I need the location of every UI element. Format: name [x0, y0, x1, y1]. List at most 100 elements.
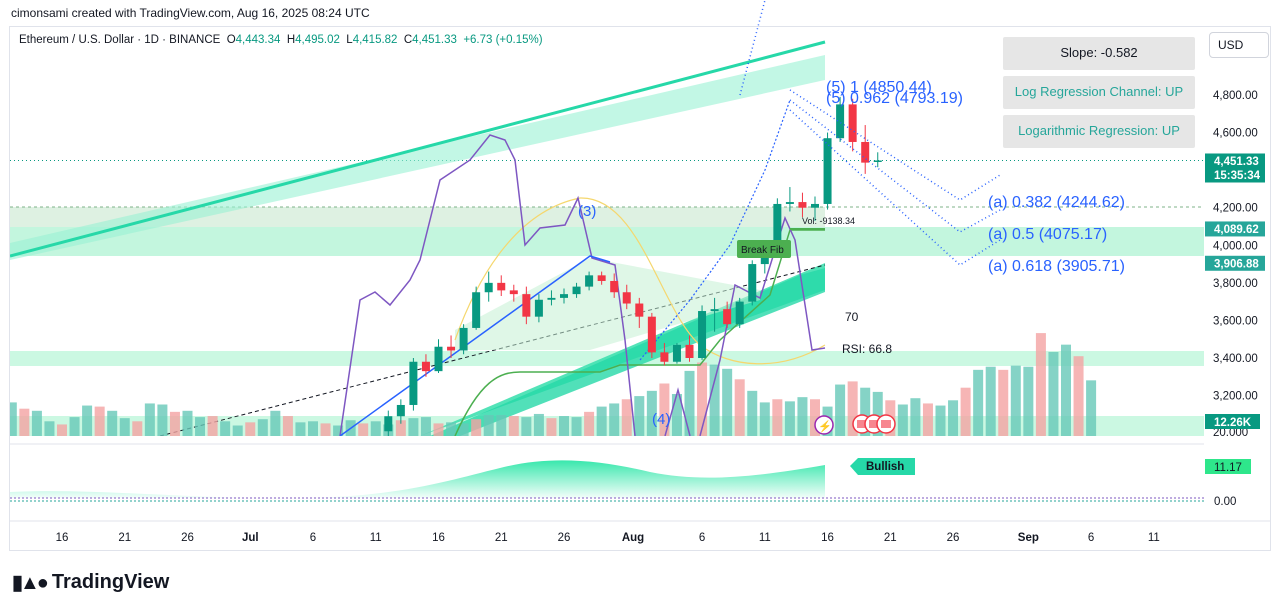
volume-bar [734, 379, 745, 436]
candle-body [396, 404, 405, 417]
candle-body [873, 160, 882, 163]
volume-bar [1010, 365, 1021, 436]
volume-bar [1048, 352, 1059, 436]
candle-body [384, 416, 393, 432]
candle-body [522, 294, 531, 317]
volume-bar [94, 406, 105, 436]
candle-body [484, 282, 493, 293]
volume-bar [169, 411, 180, 436]
x-tick-label: Jul [242, 532, 259, 544]
pattern-shade [455, 258, 760, 350]
volume-bar [935, 405, 946, 436]
wave-line-1 [339, 255, 611, 436]
x-tick-label: 11 [759, 532, 771, 544]
candle-body [472, 292, 481, 328]
volume-bar [1023, 366, 1034, 436]
close-value: 4,451.33 [412, 34, 457, 46]
volume-bar [483, 415, 494, 436]
break-fib-box [737, 240, 791, 258]
dashed-trendline [159, 264, 826, 436]
osc-badge [1205, 459, 1251, 474]
bullish-badge [850, 458, 915, 475]
volume-bar [420, 417, 431, 436]
vol-annotation: Vol: -9138.34 [802, 216, 855, 226]
x-tick-label: 21 [495, 532, 508, 544]
tradingview-logo[interactable]: ▮▲● TradingView [12, 571, 170, 594]
x-tick-label: 16 [432, 532, 445, 544]
volume-bar [44, 421, 55, 436]
volume-bar [810, 399, 820, 436]
volume-bar [458, 423, 469, 436]
low-value: 4,415.82 [352, 34, 398, 46]
volume-bar [747, 390, 758, 436]
candle-body [635, 303, 644, 317]
price-badge [1205, 167, 1265, 183]
candle-body [798, 202, 807, 208]
x-tick-label: 16 [56, 532, 69, 544]
envelope-line [454, 197, 826, 365]
candle-body [647, 316, 656, 353]
volume-bar [697, 362, 708, 436]
y-tick-label: 4,200.00 [1213, 203, 1258, 215]
candle-body [710, 309, 719, 312]
volume-bar [257, 419, 268, 436]
bullish-label: Bullish [866, 461, 904, 473]
volume-bar [157, 404, 168, 436]
volume-bar [872, 391, 883, 436]
x-tick-label: 21 [118, 532, 131, 544]
price-badge-label: 15:35:34 [1214, 170, 1261, 182]
volume-bar [860, 387, 871, 436]
volume-bar [358, 423, 369, 436]
volume-bar [496, 415, 507, 436]
volume-bar [471, 419, 482, 436]
symbol-legend[interactable]: Ethereum / U.S. Dollar · 1D · BINANCE O4… [19, 34, 543, 46]
candle-body [585, 275, 594, 287]
candle-body [409, 361, 418, 405]
change-value: +6.73 (+0.15%) [463, 34, 543, 46]
candle-body [773, 203, 782, 250]
volume-bar [446, 422, 457, 436]
candle-body [672, 344, 681, 362]
candle-body [610, 280, 619, 293]
candle-body [723, 309, 732, 325]
volume-bar [57, 424, 67, 436]
candle-body [421, 361, 430, 372]
oscillator-area [10, 460, 825, 499]
plot-area [10, 40, 1204, 436]
volume-bar [973, 369, 984, 436]
wave-label-4: (4) [652, 411, 670, 428]
y-tick-label: 4,000.00 [1213, 240, 1258, 252]
candle-body [534, 299, 543, 317]
volume-bar [395, 420, 406, 436]
volume-bar [19, 408, 30, 436]
x-tick-label: 26 [181, 532, 194, 544]
fib-label-0962: (5) 0.962 (4793.19) [826, 90, 963, 107]
support-zone-middle [10, 227, 1204, 256]
y-tick-label: 3,600.00 [1213, 315, 1258, 327]
volume-bar [772, 399, 783, 436]
price-badge-label: 4,451.33 [1214, 156, 1259, 168]
volume-bar [433, 423, 444, 436]
rsi-70-label: 70 [845, 310, 859, 324]
price-badge-label: 4,089.62 [1214, 224, 1259, 236]
volume-bar [533, 413, 544, 436]
volume-bar [571, 417, 582, 436]
volume-bar [1035, 333, 1046, 436]
regression-upper-line [10, 40, 826, 258]
volume-bar [333, 425, 344, 436]
volume-bar [308, 421, 318, 436]
volume-bar [82, 405, 93, 436]
volume-bar [10, 402, 17, 436]
currency-button[interactable]: USD [1209, 32, 1269, 58]
volume-bar [759, 402, 770, 436]
high-value: 4,495.02 [295, 34, 340, 46]
regression-box: Logarithmic Regression: UP [1003, 115, 1195, 148]
candle-body [735, 301, 744, 325]
x-tick-label: 6 [310, 532, 316, 544]
chart-frame [9, 26, 1271, 551]
fib-label-0618: (a) 0.618 (3905.71) [988, 258, 1125, 275]
volume-bar [684, 370, 695, 436]
volume-bar [634, 396, 645, 436]
x-tick-label: 16 [821, 532, 834, 544]
